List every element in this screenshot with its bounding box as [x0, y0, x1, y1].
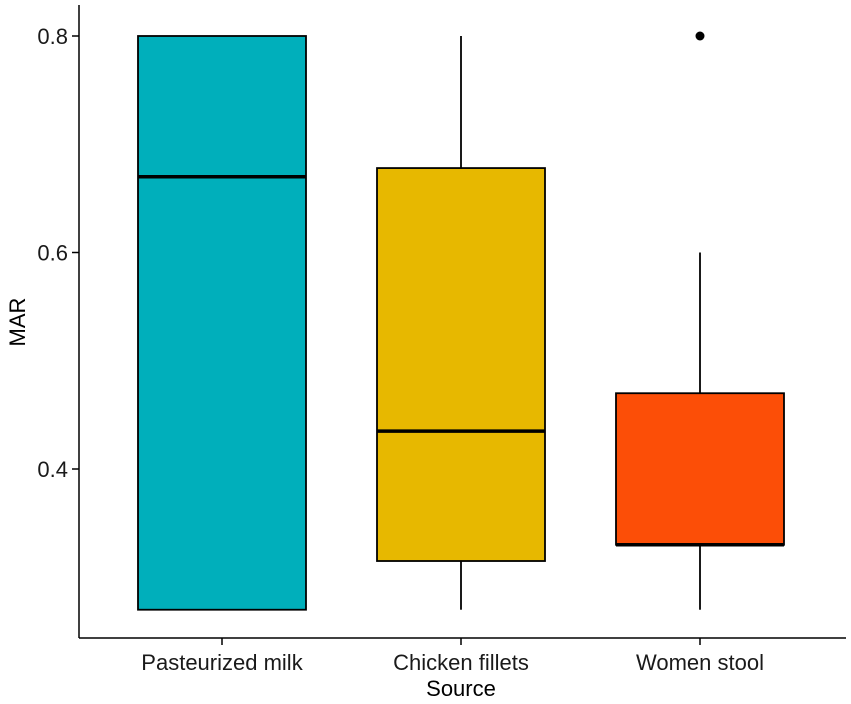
x-axis-ticks: Pasteurized milk Chicken fillets Women sto…	[141, 638, 764, 675]
y-tick-label: 0.6	[37, 241, 68, 266]
y-tick-label: 0.4	[37, 457, 68, 482]
x-tick-label: Pasteurized milk	[141, 650, 303, 675]
box-women-stool	[615, 31, 785, 610]
iqr-box	[137, 35, 307, 611]
y-tick-label: 0.8	[37, 24, 68, 49]
box-pasteurized-milk	[137, 35, 307, 611]
plot-area: 0.4 0.6 0.8 Pasteurized milk Chicken fillet…	[37, 5, 846, 675]
x-tick-label: Chicken fillets	[393, 650, 529, 675]
iqr-box	[615, 392, 785, 546]
x-tick-label: Women stool	[636, 650, 764, 675]
x-axis-title: Source	[426, 676, 496, 701]
iqr-box	[376, 167, 546, 562]
outlier-point	[695, 31, 705, 41]
box-series	[137, 31, 785, 611]
y-axis-ticks: 0.4 0.6 0.8	[37, 24, 79, 482]
y-axis-title: MAR	[5, 298, 30, 347]
box-chicken-fillets	[376, 36, 546, 610]
